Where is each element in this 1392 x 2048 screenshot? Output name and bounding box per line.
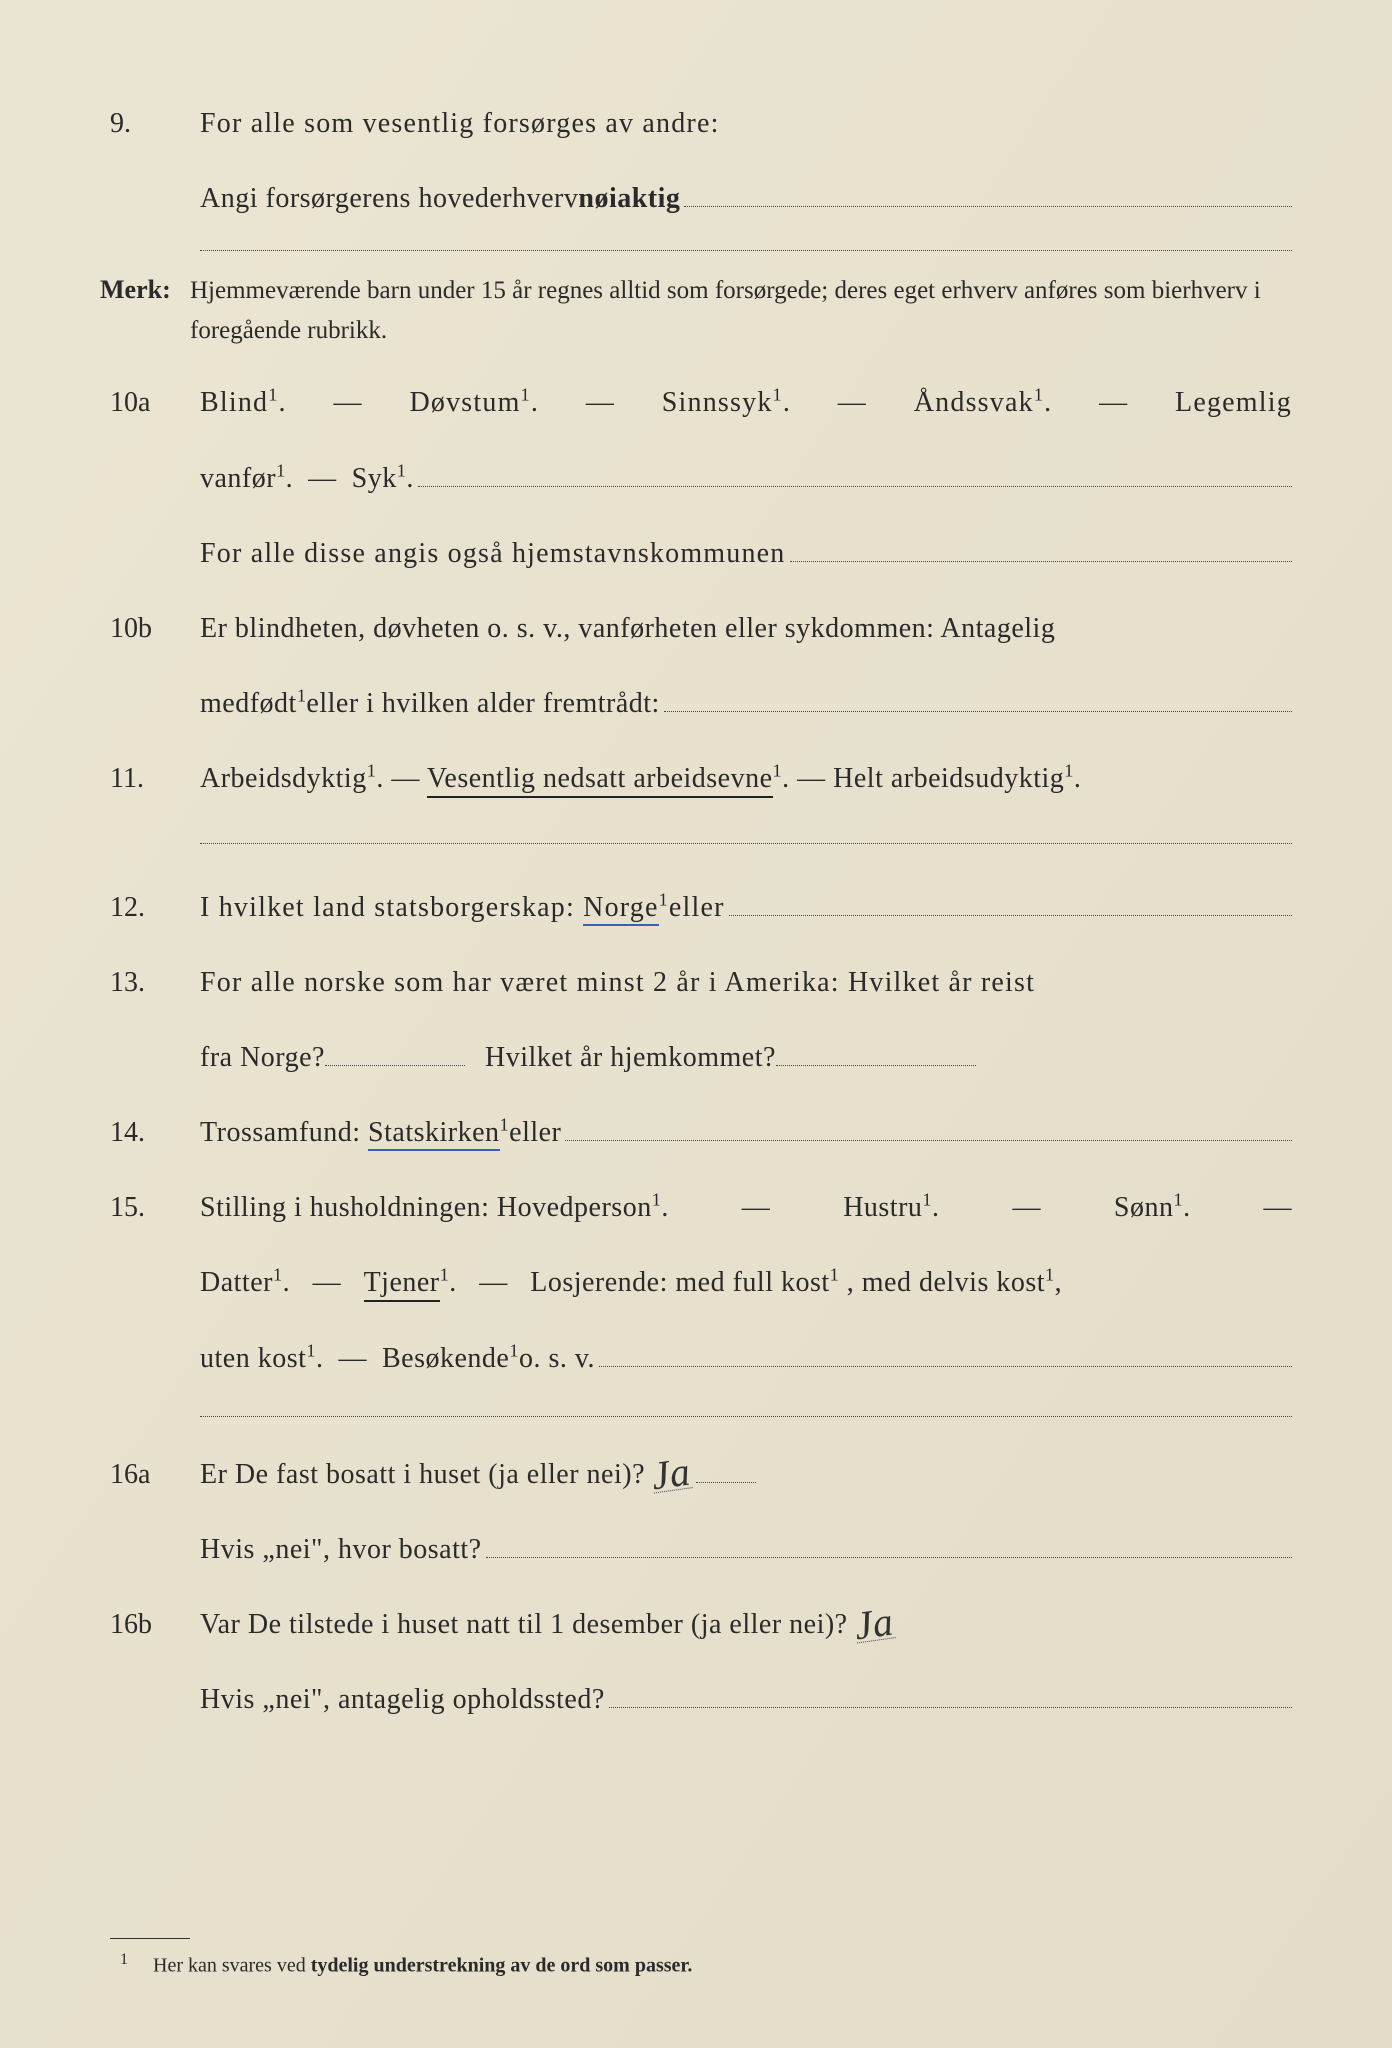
q16b-answer: Ja	[852, 1606, 895, 1644]
q9-line2a: Angi forsørgerens hovederhverv	[200, 165, 578, 232]
q9-line2b: nøiaktig	[578, 165, 680, 232]
question-12: 12. I hvilket land statsborgerskap: Norg…	[100, 874, 1292, 941]
question-10b: 10b Er blindheten, døvheten o. s. v., va…	[100, 595, 1292, 662]
footnote: 1 Her kan svares ved tydelig understrekn…	[100, 1951, 1292, 1978]
q9-blank	[684, 178, 1292, 207]
q16a-text: Er De fast bosatt i huset (ja eller nei)…	[200, 1441, 645, 1508]
q14-text: Trossamfund:	[200, 1099, 361, 1166]
question-15-line3: uten kost1. — Besøkende1 o. s. v.	[100, 1325, 1292, 1392]
q13-blank2	[776, 1065, 976, 1066]
q10b-blank	[664, 683, 1292, 712]
census-form-page: 9. For alle som vesentlig forsørges av a…	[0, 0, 1392, 2048]
q14-number: 14.	[100, 1099, 200, 1166]
question-10a-line3: For alle disse angis også hjemstavnskomm…	[100, 520, 1292, 587]
q16a-blank	[486, 1529, 1292, 1558]
merk-text: Hjemmeværende barn under 15 år regnes al…	[190, 271, 1292, 351]
q12-number: 12.	[100, 874, 200, 941]
q14-statskirken-selected: Statskirken	[368, 1117, 500, 1151]
question-11: 11. Arbeidsdyktig1. — Vesentlig nedsatt …	[100, 745, 1292, 812]
q10a-opt-vanfor: vanfør	[200, 463, 276, 494]
question-16a: 16a Er De fast bosatt i huset (ja eller …	[100, 1441, 1292, 1508]
footnote-text-a: Her kan svares ved	[153, 1955, 311, 1977]
q15-fullkost: Losjerende: med full kost	[530, 1267, 829, 1298]
q15-utenkost: uten kost	[200, 1343, 306, 1374]
question-10a: 10a Blind1. — Døvstum1. — Sinnssyk1. — Å…	[100, 369, 1292, 436]
question-10a-line2: vanfør1. — Syk1.	[100, 445, 1292, 512]
footnote-area: 1 Her kan svares ved tydelig understrekn…	[100, 1818, 1292, 1978]
q13-blank1	[325, 1065, 465, 1066]
q13-number: 13.	[100, 949, 200, 1016]
q14-blank	[565, 1112, 1292, 1141]
q12-text: I hvilket land statsborgerskap:	[200, 874, 575, 941]
q10a-opt-legemlig: Legemlig	[1175, 369, 1292, 436]
q12-blank	[729, 887, 1292, 916]
question-15-line2: Datter1. — Tjener1. — Losjerende: med fu…	[100, 1249, 1292, 1316]
q15-hustru: Hustru	[843, 1192, 922, 1223]
q15-osv: o. s. v.	[519, 1325, 595, 1392]
q10a-opt-syk: Syk	[352, 463, 397, 494]
divider	[200, 1416, 1292, 1417]
question-16a-line2: Hvis „nei", hvor bosatt?	[100, 1516, 1292, 1583]
question-9: 9. For alle som vesentlig forsørges av a…	[100, 90, 1292, 157]
q15-datter: Datter	[200, 1267, 273, 1298]
footnote-text-b: tydelig understrekning av de ord som pas…	[311, 1955, 693, 1977]
q13-fra-norge: fra Norge?	[200, 1024, 325, 1091]
merk-label: Merk:	[100, 269, 190, 311]
q16b-ophold: Hvis „nei", antagelig opholdssted?	[200, 1666, 605, 1733]
q10a-opt-dovstum: Døvstum	[409, 387, 520, 418]
q15-besokende: Besøkende	[382, 1343, 509, 1374]
divider	[200, 250, 1292, 251]
q15-tjener-selected: Tjener	[364, 1267, 440, 1302]
question-14: 14. Trossamfund: Statskirken1 eller	[100, 1099, 1292, 1166]
q15-number: 15.	[100, 1174, 200, 1241]
q15-sonn: Sønn	[1114, 1192, 1174, 1223]
q11-opt1: Arbeidsdyktig	[200, 763, 367, 794]
q12-eller: eller	[669, 874, 725, 941]
q10b-medfodt: medfødt	[200, 688, 297, 719]
question-13-line2: fra Norge? Hvilket år hjemkommet?	[100, 1024, 1292, 1091]
q16b-blank	[609, 1679, 1292, 1708]
divider	[200, 843, 1292, 844]
q14-eller: eller	[509, 1099, 561, 1166]
q10a-hjemstavn: For alle disse angis også hjemstavnskomm…	[200, 520, 786, 587]
q10b-number: 10b	[100, 595, 200, 662]
merk-note: Merk: Hjemmeværende barn under 15 år reg…	[100, 269, 1292, 351]
q10a-opt-sinnssyk: Sinnssyk	[662, 387, 773, 418]
q9-number: 9.	[100, 90, 200, 157]
q15-hovedperson: Stilling i husholdningen: Hovedperson	[200, 1192, 652, 1223]
q12-norge-selected: Norge	[583, 892, 658, 926]
footnote-number: 1	[120, 1951, 128, 1968]
question-13: 13. For alle norske som har været minst …	[100, 949, 1292, 1016]
q10a-blank	[418, 458, 1292, 487]
q11-opt2-selected: Vesentlig nedsatt arbeidsevne	[427, 763, 773, 798]
q10a-opt-andssvak: Åndssvak	[914, 387, 1034, 418]
q16a-number: 16a	[100, 1441, 200, 1508]
question-9-line2: Angi forsørgerens hovederhverv nøiaktig	[100, 165, 1292, 232]
q16a-hvor: Hvis „nei", hvor bosatt?	[200, 1516, 482, 1583]
q9-line1: For alle som vesentlig forsørges av andr…	[200, 90, 1292, 157]
q13-line1: For alle norske som har været minst 2 år…	[200, 949, 1292, 1016]
q16b-text: Var De tilstede i huset natt til 1 desem…	[200, 1591, 848, 1658]
question-16b: 16b Var De tilstede i huset natt til 1 d…	[100, 1591, 1292, 1658]
q15-blank	[599, 1338, 1292, 1367]
q10a-number: 10a	[100, 369, 200, 436]
q16a-answer: Ja	[649, 1455, 692, 1493]
q10a-opt-blind: Blind	[200, 387, 268, 418]
question-16b-line2: Hvis „nei", antagelig opholdssted?	[100, 1666, 1292, 1733]
q15-delviskost: , med delvis kost	[847, 1267, 1045, 1298]
q11-opt3: Helt arbeidsudyktig	[833, 763, 1064, 794]
question-10b-line2: medfødt1 eller i hvilken alder fremtrådt…	[100, 670, 1292, 737]
q10b-alder: eller i hvilken alder fremtrådt:	[306, 670, 659, 737]
q10a-blank2	[790, 533, 1292, 562]
q10b-line1: Er blindheten, døvheten o. s. v., vanfør…	[200, 595, 1292, 662]
question-15: 15. Stilling i husholdningen: Hovedperso…	[100, 1174, 1292, 1241]
q16b-number: 16b	[100, 1591, 200, 1658]
footnote-rule	[110, 1938, 190, 1939]
q13-hjemkommet: Hvilket år hjemkommet?	[485, 1024, 776, 1091]
q11-number: 11.	[100, 745, 200, 812]
